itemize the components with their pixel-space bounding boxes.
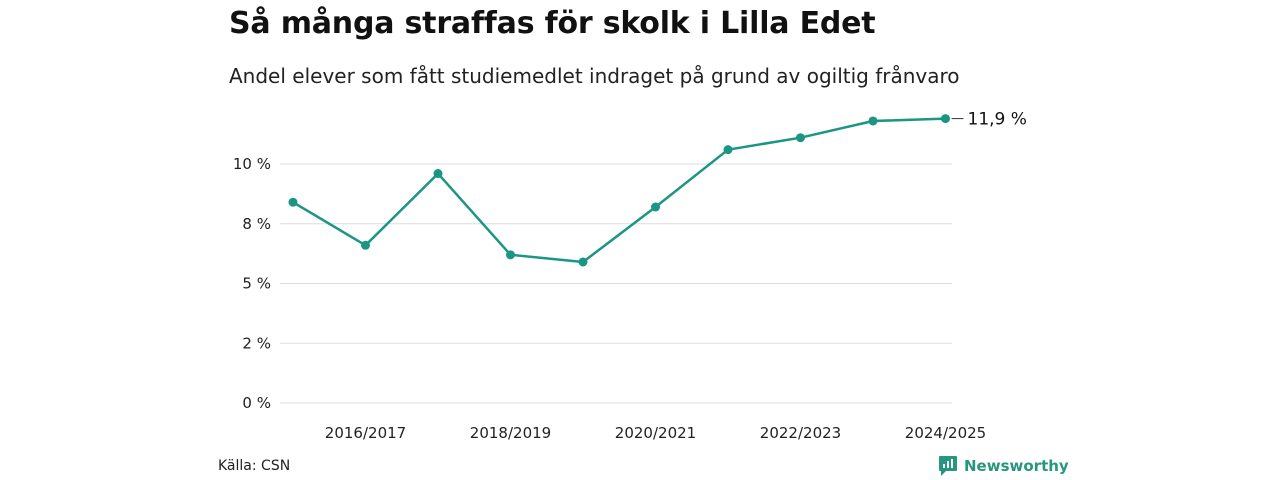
data-point bbox=[433, 169, 443, 179]
data-point bbox=[651, 202, 660, 212]
data-point bbox=[723, 145, 733, 155]
x-tick-label: 2020/2021 bbox=[615, 424, 696, 442]
y-tick-label: 10 % bbox=[233, 155, 271, 173]
brand-logo: Newsworthy bbox=[938, 455, 1069, 477]
end-value-label: 11,9 % bbox=[968, 110, 1027, 130]
chart-subtitle: Andel elever som fått studiemedlet indra… bbox=[229, 64, 960, 88]
y-tick-label: 8 % bbox=[242, 215, 271, 233]
x-tick-label: 2016/2017 bbox=[325, 424, 406, 442]
y-tick-label: 0 % bbox=[242, 394, 271, 412]
source-note: Källa: CSN bbox=[218, 458, 291, 474]
bar-chart-icon bbox=[939, 456, 957, 476]
y-tick-label: 5 % bbox=[242, 275, 271, 293]
gridlines bbox=[280, 163, 952, 404]
data-point bbox=[941, 114, 950, 124]
brand-name: Newsworthy bbox=[964, 457, 1069, 475]
data-points bbox=[288, 114, 950, 267]
data-point bbox=[868, 116, 878, 126]
data-point bbox=[506, 250, 515, 260]
x-axis-ticks: 2016/2017 2018/2019 2020/2021 2022/2023 2024… bbox=[325, 424, 986, 442]
x-tick-label: 2022/2023 bbox=[760, 424, 841, 442]
chart-title: Så många straffas för skolk i Lilla Edet bbox=[229, 6, 876, 41]
y-axis-ticks: 0 % 2 % 5 % 8 % 10 % bbox=[233, 155, 271, 412]
data-point bbox=[796, 133, 805, 143]
series-line bbox=[292, 117, 946, 264]
y-tick-label: 2 % bbox=[242, 334, 271, 352]
data-point bbox=[288, 197, 298, 207]
end-value-annotation: 11,9 % bbox=[951, 110, 1027, 130]
x-tick-label: 2024/2025 bbox=[905, 424, 986, 442]
x-tick-label: 2018/2019 bbox=[470, 424, 551, 442]
data-point bbox=[361, 240, 370, 250]
data-point bbox=[578, 257, 588, 267]
